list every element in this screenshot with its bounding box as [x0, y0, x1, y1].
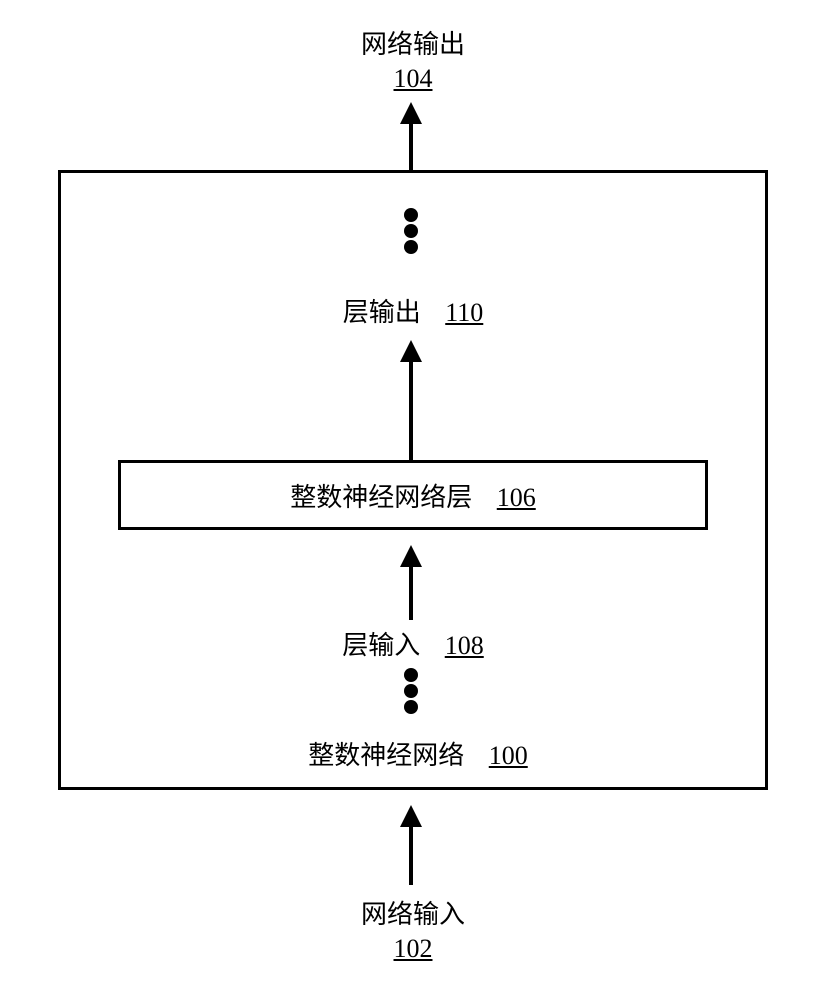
arrow-head-top — [400, 102, 422, 124]
layer-output-ref: 110 — [445, 298, 483, 327]
network-input-label: 网络输入 102 — [313, 898, 513, 966]
dot — [404, 208, 418, 222]
dot — [404, 240, 418, 254]
dot — [404, 224, 418, 238]
layer-input-text: 层输入 — [342, 631, 420, 660]
integer-nn-layer-text: 整数神经网络层 — [290, 483, 472, 512]
arrow-head-bottom — [400, 805, 422, 827]
integer-nn-layer-ref: 106 — [497, 483, 536, 512]
network-input-text: 网络输入 — [361, 900, 465, 929]
dot — [404, 668, 418, 682]
integer-nn-ref: 100 — [489, 741, 528, 770]
layer-input-label: 层输入 108 — [300, 625, 526, 662]
layer-output-label: 层输出 110 — [300, 292, 526, 329]
network-output-ref: 104 — [394, 64, 433, 93]
arrow-line-above-inner — [409, 360, 413, 460]
layer-output-text: 层输出 — [343, 298, 421, 327]
arrow-head-below-inner — [400, 545, 422, 567]
integer-nn-layer-box: 整数神经网络层 106 — [118, 460, 708, 530]
network-output-label: 网络输出 104 — [313, 28, 513, 96]
arrow-head-above-inner — [400, 340, 422, 362]
ellipsis-upper — [404, 208, 418, 254]
network-output-text: 网络输出 — [361, 30, 465, 59]
integer-nn-text: 整数神经网络 — [308, 741, 464, 770]
dot — [404, 684, 418, 698]
arrow-line-bottom — [409, 825, 413, 885]
dot — [404, 700, 418, 714]
arrow-line-top — [409, 122, 413, 170]
network-input-ref: 102 — [394, 934, 433, 963]
integer-nn-label: 整数神经网络 100 — [268, 735, 568, 772]
layer-input-ref: 108 — [445, 631, 484, 660]
ellipsis-lower — [404, 668, 418, 714]
arrow-line-below-inner — [409, 565, 413, 620]
